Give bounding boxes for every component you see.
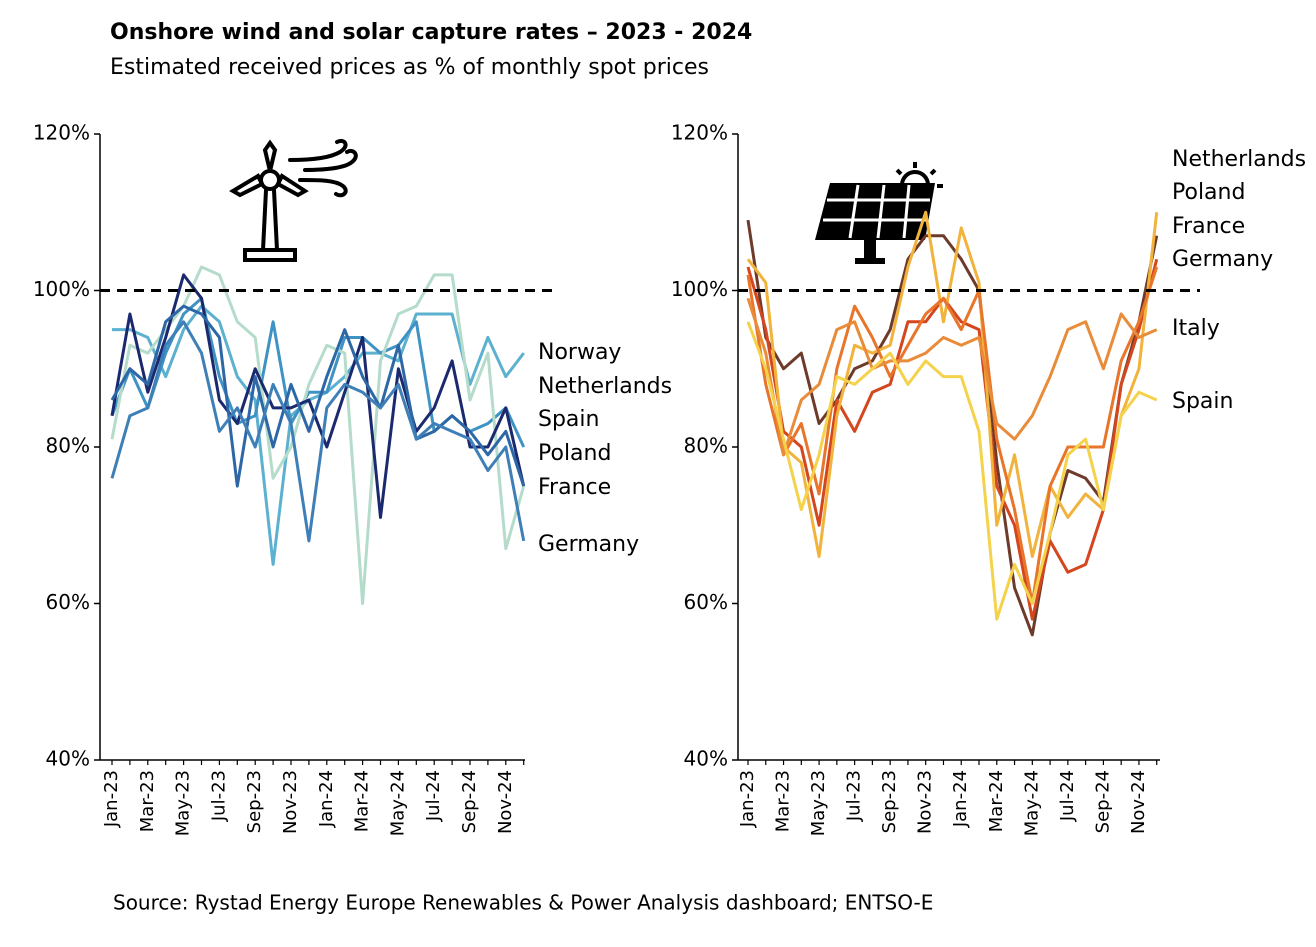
series-line: [110, 304, 526, 488]
y-tick-label: 100%: [671, 277, 728, 301]
y-tick-label: 80%: [684, 434, 728, 458]
x-tick-label: Sep-24: [1092, 770, 1113, 833]
x-tick-label: May-24: [387, 770, 408, 836]
x-tick-label: Jan-23: [101, 770, 122, 828]
y-tick-label: 60%: [684, 590, 728, 614]
x-tick-label: Jul-24: [423, 770, 444, 822]
x-tick-label: Jan-23: [737, 770, 758, 828]
legend-label: Poland: [1172, 180, 1245, 205]
series-line: [110, 273, 526, 519]
x-tick-label: Mar-24: [986, 770, 1007, 832]
x-tick-label: Mar-23: [773, 770, 794, 832]
legend-label: Germany: [1172, 247, 1273, 272]
x-tick-label: May-23: [173, 770, 194, 836]
legend-label: Netherlands: [1172, 147, 1306, 172]
series-line: [746, 321, 1158, 621]
series-line: [746, 297, 1158, 457]
legend-label: France: [538, 475, 611, 500]
legend-label: Norway: [538, 340, 621, 365]
x-tick-label: Nov-23: [915, 770, 936, 834]
legend-label: Germany: [538, 532, 639, 557]
x-tick-label: Jul-23: [844, 770, 865, 822]
legend-label: Spain: [1172, 389, 1233, 414]
x-tick-label: Nov-24: [495, 770, 516, 834]
x-tick-label: Jul-23: [208, 770, 229, 822]
series-line: [112, 304, 525, 566]
series-line: [746, 210, 1159, 559]
legend-label: Poland: [538, 441, 611, 466]
subtitle: Estimated received prices as % of monthl…: [110, 55, 709, 80]
legend-label: France: [1172, 214, 1245, 239]
y-tick-label: 120%: [671, 121, 728, 145]
x-tick-label: Jan-24: [950, 770, 971, 828]
x-tick-label: Sep-23: [244, 770, 265, 833]
y-tick-label: 120%: [33, 121, 90, 145]
series-line: [110, 320, 526, 543]
x-tick-label: Sep-23: [879, 770, 900, 833]
series-line: [746, 219, 1159, 637]
x-tick-label: Nov-23: [280, 770, 301, 834]
legend-label: Italy: [1172, 316, 1220, 341]
y-tick-label: 100%: [33, 277, 90, 301]
x-tick-label: Jul-24: [1057, 770, 1078, 822]
legend-label: Netherlands: [538, 374, 672, 399]
y-tick-label: 60%: [46, 590, 90, 614]
y-tick-label: 80%: [46, 434, 90, 458]
legend-label: Spain: [538, 407, 599, 432]
x-tick-label: Mar-24: [352, 770, 373, 832]
title: Onshore wind and solar capture rates – 2…: [110, 20, 752, 45]
series-line: [746, 258, 1159, 621]
wind-icon: [229, 139, 358, 262]
x-tick-label: Jan-24: [316, 770, 337, 828]
series-line: [746, 266, 1159, 605]
source: Source: Rystad Energy Europe Renewables …: [113, 891, 933, 915]
x-tick-label: Nov-24: [1128, 770, 1149, 834]
solar-icon: [815, 162, 943, 264]
x-tick-label: May-24: [1021, 770, 1042, 836]
y-tick-label: 40%: [684, 747, 728, 771]
x-tick-label: May-23: [808, 770, 829, 836]
x-tick-label: Mar-23: [137, 770, 158, 832]
x-tick-label: Sep-24: [459, 770, 480, 833]
y-tick-label: 40%: [46, 747, 90, 771]
